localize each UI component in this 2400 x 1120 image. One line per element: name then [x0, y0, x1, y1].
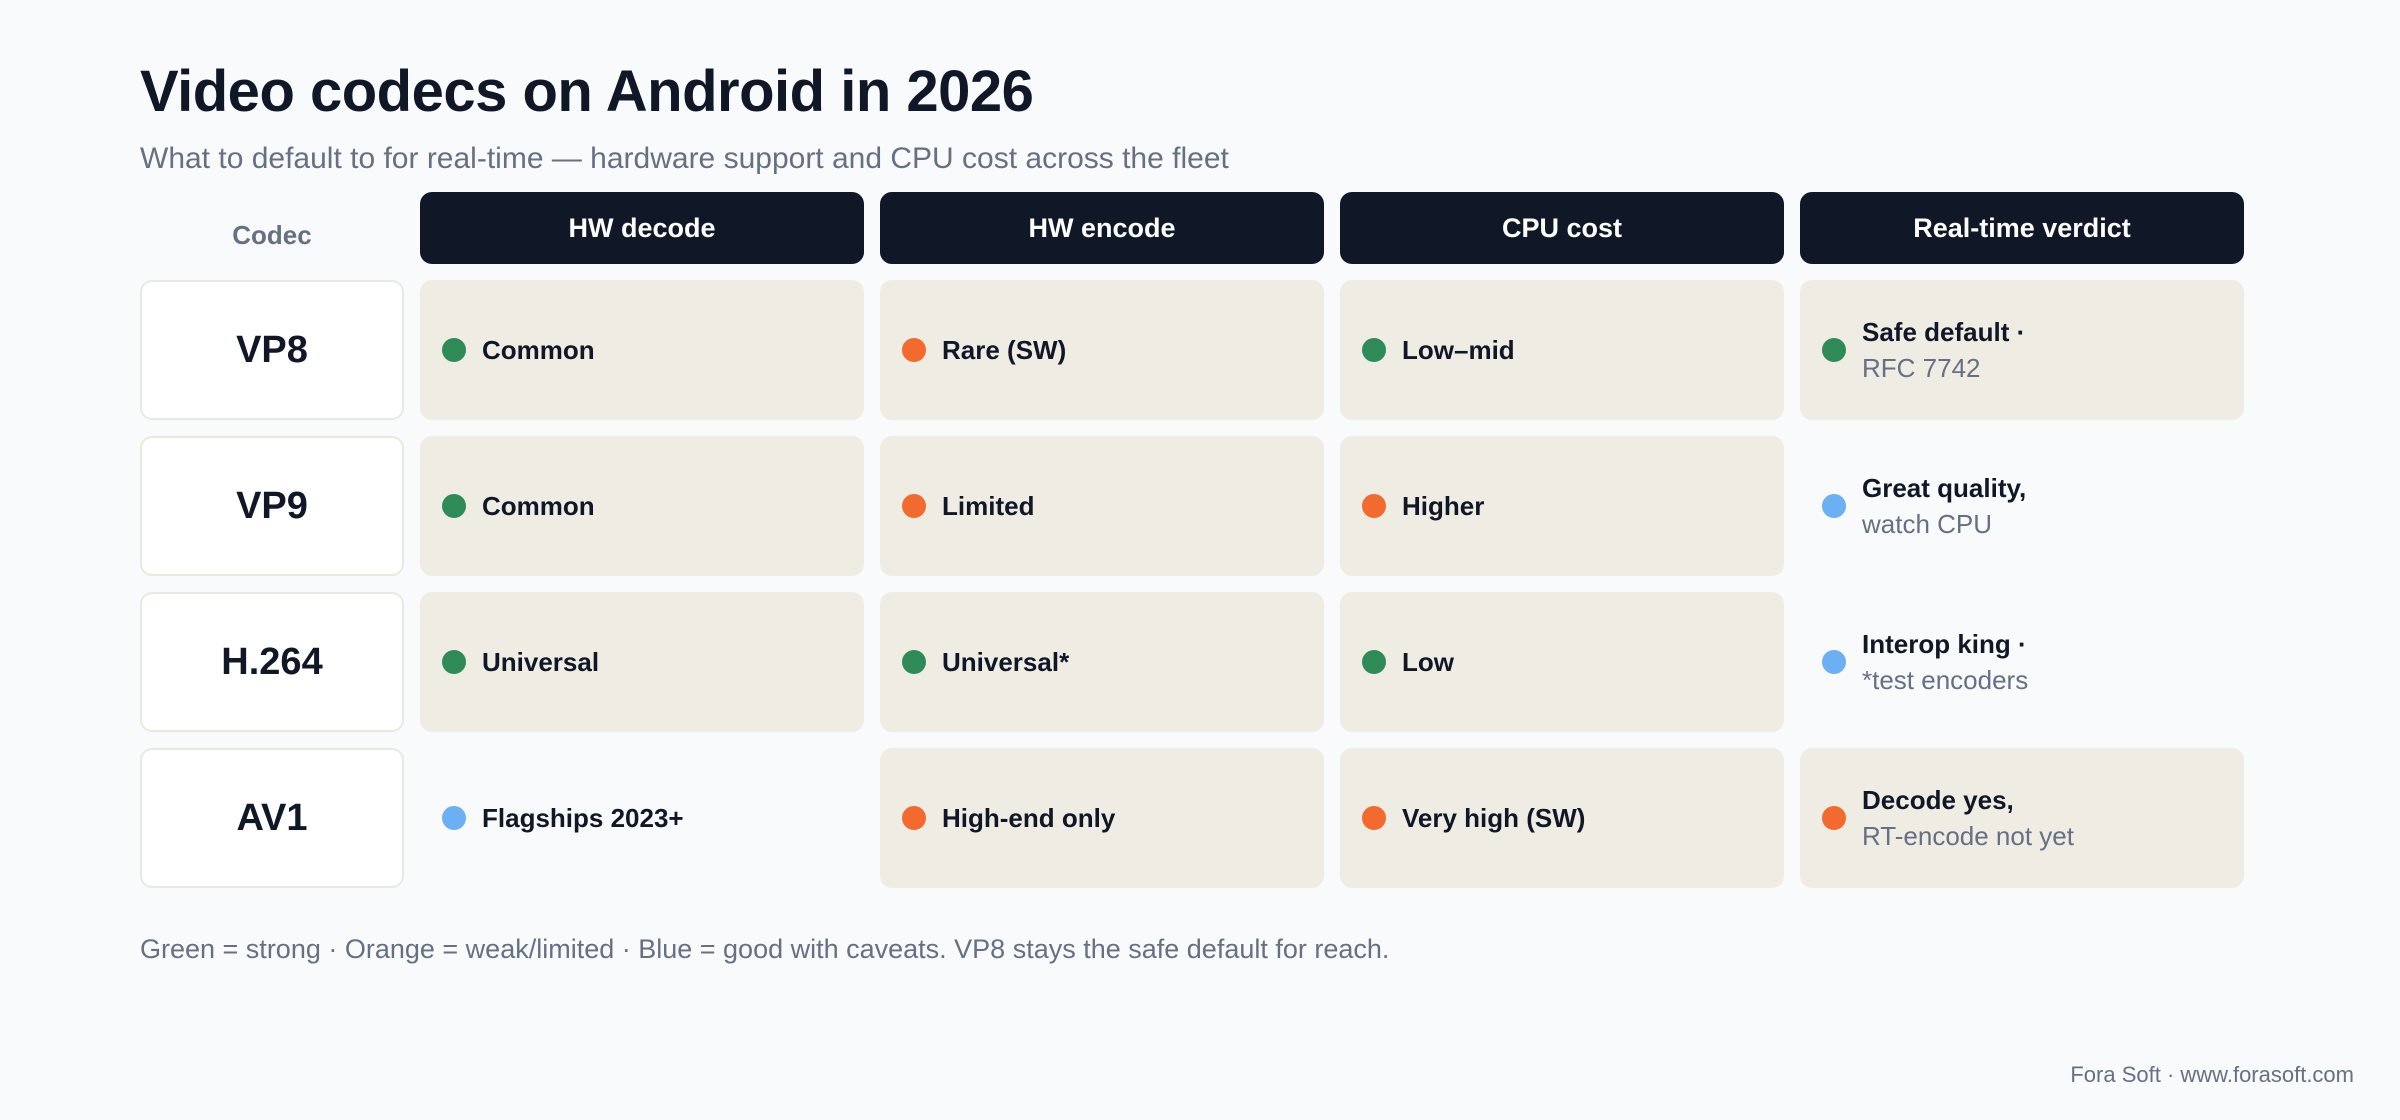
- cell-label: Common: [482, 334, 595, 365]
- table-cell-cpu-cost: Low: [1340, 592, 1784, 732]
- verdict-headline: Decode yes,: [1862, 785, 2014, 815]
- cell-label: Universal: [482, 646, 600, 677]
- verdict-headline: Safe default ·: [1862, 317, 2026, 347]
- footer-credit: Fora Soft · www.forasoft.com: [2070, 1062, 2354, 1087]
- cell-label: Low: [1402, 646, 1454, 677]
- status-dot-icon: [442, 338, 466, 362]
- column-header-codec: Codec: [232, 219, 312, 250]
- codec-name-cell: AV1: [140, 748, 404, 888]
- status-dot-icon: [1362, 338, 1386, 362]
- verdict-detail: RT-encode not yet: [1862, 821, 2074, 851]
- table-cell-hw-encode: Universal*: [880, 592, 1324, 732]
- table-cell-realtime-verdict: Great quality, watch CPU: [1800, 436, 2244, 576]
- codec-name-cell: H.264: [140, 592, 404, 732]
- verdict-headline: Interop king ·: [1862, 629, 2027, 659]
- status-dot-icon: [1822, 494, 1846, 518]
- table-cell-realtime-verdict: Decode yes, RT-encode not yet: [1800, 748, 2244, 888]
- status-dot-icon: [902, 338, 926, 362]
- verdict-text: Safe default · RFC 7742: [1862, 314, 2025, 386]
- verdict-text: Interop king · *test encoders: [1862, 626, 2028, 698]
- table-cell-hw-decode: Common: [420, 280, 864, 420]
- status-dot-icon: [1822, 338, 1846, 362]
- status-dot-icon: [902, 650, 926, 674]
- status-dot-icon: [1362, 650, 1386, 674]
- column-header-realtime-verdict: Real-time verdict: [1800, 192, 2244, 264]
- codec-comparison-table: Codec HW decode HW encode CPU cost Real-…: [140, 192, 2244, 888]
- legend-note: Green = strong · Orange = weak/limited ·…: [140, 934, 1390, 964]
- table-cell-hw-encode: Limited: [880, 436, 1324, 576]
- verdict-detail: *test encoders: [1862, 665, 2029, 695]
- verdict-detail: RFC 7742: [1862, 353, 1981, 383]
- cell-label: Universal*: [942, 646, 1070, 677]
- status-dot-icon: [1362, 494, 1386, 518]
- codec-name-cell: VP8: [140, 280, 404, 420]
- cell-label: Common: [482, 490, 595, 521]
- table-cell-realtime-verdict: Interop king · *test encoders: [1800, 592, 2244, 732]
- status-dot-icon: [902, 494, 926, 518]
- table-cell-realtime-verdict: Safe default · RFC 7742: [1800, 280, 2244, 420]
- cell-label: Limited: [942, 490, 1035, 521]
- cell-label: Low–mid: [1402, 334, 1515, 365]
- status-dot-icon: [1822, 650, 1846, 674]
- page-title: Video codecs on Android in 2026: [140, 59, 1034, 124]
- status-dot-icon: [442, 494, 466, 518]
- verdict-text: Great quality, watch CPU: [1862, 470, 2026, 542]
- cell-label: Very high (SW): [1402, 802, 1586, 833]
- status-dot-icon: [1362, 806, 1386, 830]
- table-cell-hw-encode: Rare (SW): [880, 280, 1324, 420]
- verdict-text: Decode yes, RT-encode not yet: [1862, 782, 2074, 854]
- table-cell-cpu-cost: Low–mid: [1340, 280, 1784, 420]
- column-header-hw-decode: HW decode: [420, 192, 864, 264]
- status-dot-icon: [1822, 806, 1846, 830]
- column-header-hw-encode: HW encode: [880, 192, 1324, 264]
- codec-name-cell: VP9: [140, 436, 404, 576]
- table-cell-hw-decode: Common: [420, 436, 864, 576]
- verdict-headline: Great quality,: [1862, 473, 2027, 503]
- cell-label: Flagships 2023+: [482, 802, 684, 833]
- status-dot-icon: [442, 806, 466, 830]
- table-cell-hw-decode: Flagships 2023+: [420, 748, 864, 888]
- page-subtitle: What to default to for real-time — hardw…: [140, 142, 1229, 175]
- status-dot-icon: [442, 650, 466, 674]
- verdict-detail: watch CPU: [1862, 509, 1993, 539]
- table-cell-hw-encode: High-end only: [880, 748, 1324, 888]
- table-cell-cpu-cost: Very high (SW): [1340, 748, 1784, 888]
- status-dot-icon: [902, 806, 926, 830]
- cell-label: Rare (SW): [942, 334, 1067, 365]
- table-cell-cpu-cost: Higher: [1340, 436, 1784, 576]
- column-header-cpu-cost: CPU cost: [1340, 192, 1784, 264]
- table-cell-hw-decode: Universal: [420, 592, 864, 732]
- cell-label: High-end only: [942, 802, 1116, 833]
- cell-label: Higher: [1402, 490, 1485, 521]
